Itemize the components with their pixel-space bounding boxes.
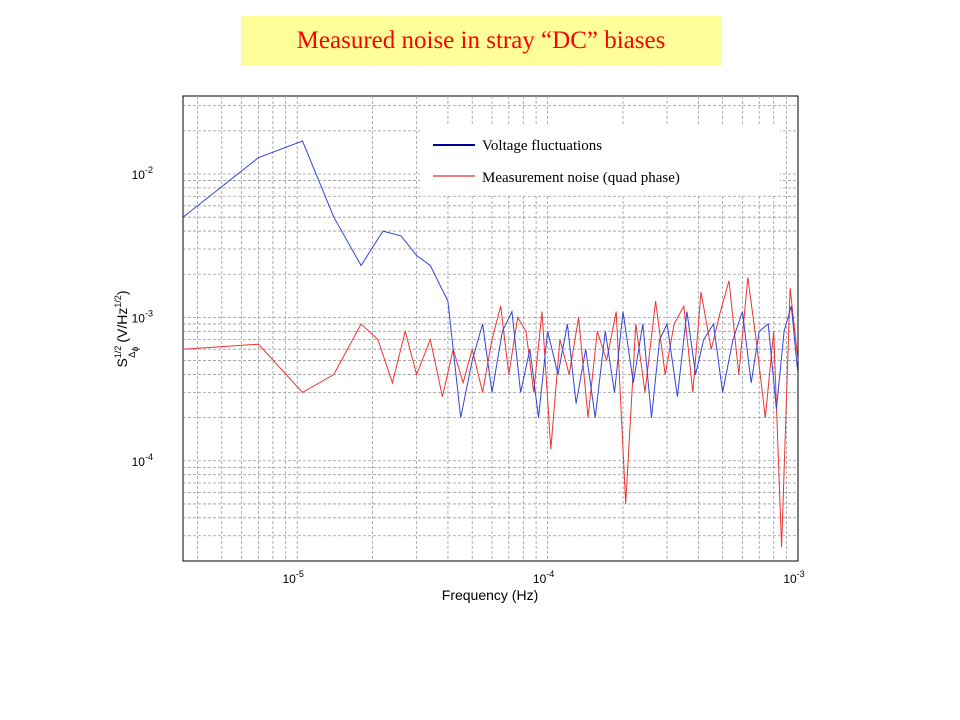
- y-label-subsub: ϕ: [130, 347, 140, 352]
- legend-box: [420, 126, 780, 194]
- chart-title: Measured noise in stray “DC” biases: [296, 27, 666, 54]
- y-tick-labels: 10-2 10-3 10-4: [132, 165, 153, 469]
- title-box: Measured noise in stray “DC” biases: [241, 16, 721, 66]
- y-label-unit: (V/Hz: [114, 308, 130, 343]
- x-tick-label: 10-3: [783, 569, 804, 586]
- x-tick-labels: 10-5 10-4 10-3: [282, 569, 804, 586]
- x-tick-label: 10-5: [282, 569, 303, 586]
- y-axis-label: S1/2 Δϕ(V/Hz1/2): [113, 290, 140, 367]
- legend-label-voltage: Voltage fluctuations: [482, 138, 602, 154]
- y-label-sub: Δ: [127, 352, 137, 358]
- legend: Voltage fluctuations Measurement noise (…: [420, 126, 780, 194]
- y-tick-label: 10-2: [132, 165, 153, 182]
- x-tick-label: 10-4: [533, 569, 554, 586]
- y-tick-label: 10-4: [132, 452, 153, 469]
- y-label-sup: 1/2: [113, 346, 123, 359]
- y-tick-label: 10-3: [132, 308, 153, 325]
- y-label-unit-close: ): [114, 290, 130, 295]
- series-voltage-fluctuations: [183, 140, 798, 418]
- y-label-unit-sup: 1/2: [113, 295, 123, 308]
- x-axis-label: Frequency (Hz): [442, 587, 538, 603]
- legend-label-measurement: Measurement noise (quad phase): [482, 170, 680, 186]
- series-measurement-noise: [183, 277, 798, 548]
- series-layer: [183, 140, 798, 548]
- y-label-base: S: [114, 358, 130, 367]
